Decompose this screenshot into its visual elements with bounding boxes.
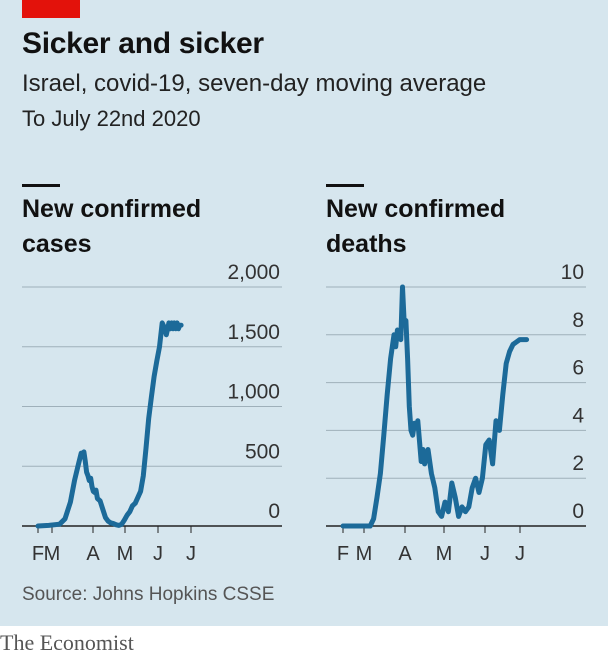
cases-panel-title: New confirmed cases: [22, 195, 202, 258]
cases-y-tick-label: 500: [245, 440, 280, 463]
chart-subtitle: Israel, covid-19, seven-day moving avera…: [22, 70, 487, 97]
cases-x-tick-label: F: [32, 543, 44, 565]
cases-series-line: [35, 320, 184, 529]
deaths-y-tick-label: 10: [561, 261, 584, 284]
cases-panel-rule: [22, 184, 60, 187]
cases-x-tick-label: A: [86, 543, 100, 565]
deaths-panel-rule: [326, 184, 364, 187]
brand-red-tag: [22, 0, 80, 18]
deaths-x-tick-label: J: [515, 543, 525, 565]
deaths-y-tick-label: 4: [572, 404, 584, 427]
cases-y-tick-label: 2,000: [227, 261, 280, 284]
deaths-series-line: [340, 284, 530, 529]
deaths-panel-title: New confirmed deaths: [326, 195, 506, 258]
cases-x-tick-label: J: [186, 543, 196, 565]
cases-y-tick-label: 1,000: [227, 381, 280, 404]
deaths-x-tick-label: M: [356, 543, 373, 565]
deaths-x-tick-label: M: [436, 543, 453, 565]
cases-y-tick-label: 1,500: [227, 321, 280, 344]
cases-x-tick-label: M: [117, 543, 134, 565]
cases-y-tick-label: 0: [268, 500, 280, 523]
publisher-footer: The Economist: [0, 630, 134, 655]
deaths-y-tick-label: 0: [572, 500, 584, 523]
deaths-y-tick-label: 6: [572, 357, 584, 380]
cases-x-tick-label: M: [44, 543, 61, 565]
source-note: Source: Johns Hopkins CSSE: [22, 584, 275, 605]
deaths-x-tick-label: A: [398, 543, 412, 565]
cases-x-tick-label: J: [153, 543, 163, 565]
chart-title: Sicker and sicker: [22, 27, 264, 60]
chart-card: [0, 0, 608, 626]
deaths-y-tick-label: 2: [572, 452, 584, 475]
deaths-x-tick-label: J: [480, 543, 490, 565]
deaths-y-tick-label: 8: [572, 309, 584, 332]
date-note: To July 22nd 2020: [22, 106, 201, 131]
deaths-x-tick-label: F: [337, 543, 349, 565]
